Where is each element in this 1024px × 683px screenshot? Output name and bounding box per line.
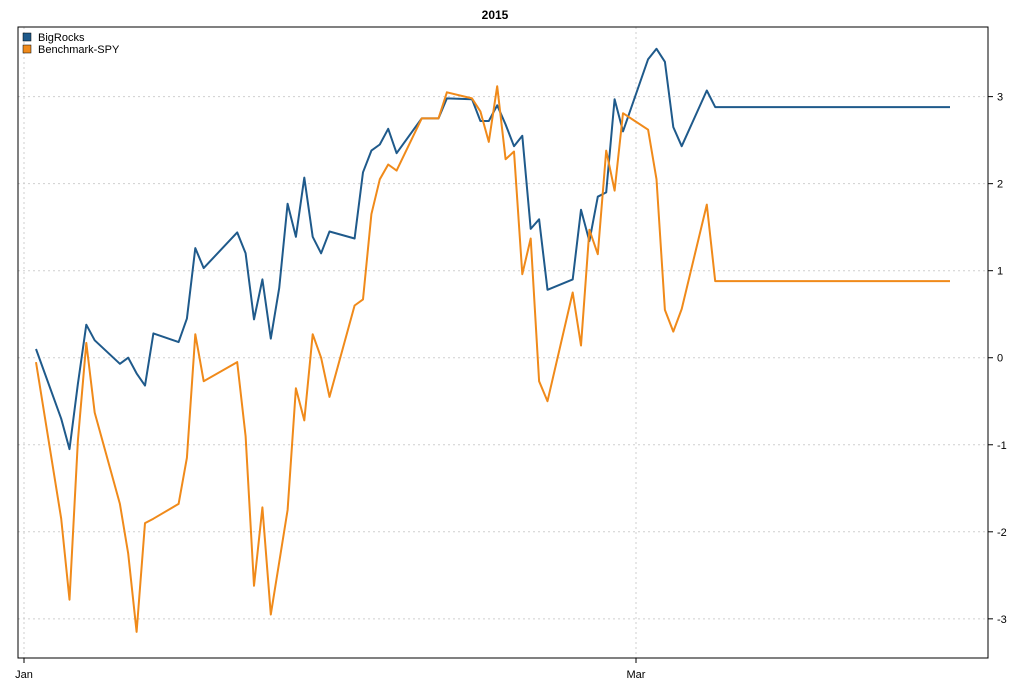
series-line-bigrocks [35,47,950,451]
legend-label: Benchmark-SPY [38,44,120,56]
plot-frame [17,26,989,659]
y-tick-label: -2 [997,527,1007,539]
legend-swatch [22,44,32,54]
y-tick-label: 3 [997,92,1003,104]
y-tick-label: -1 [997,440,1007,452]
series-line-benchmark-spy [35,85,950,633]
axes: -3 -2 -1 0 1 2 3 Jan Mar [15,92,1007,681]
y-tick-label: -3 [997,614,1007,626]
x-tick-label: Jan [15,669,33,681]
legend-swatch [22,32,32,42]
chart-title: 2015 [482,8,509,22]
y-tick-label: 1 [997,266,1003,278]
series-layer [35,47,950,633]
x-tick-label: Mar [627,669,646,681]
y-tick-label: 2 [997,179,1003,191]
grid [18,27,988,658]
y-tick-label: 0 [997,353,1003,365]
legend-label: BigRocks [38,32,85,44]
